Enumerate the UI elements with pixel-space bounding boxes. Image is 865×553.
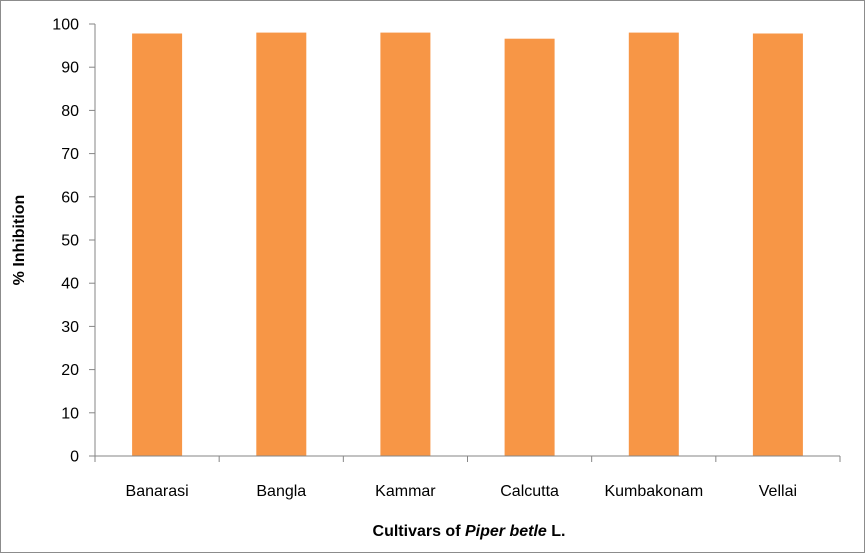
y-tick-label: 70 <box>61 146 79 163</box>
y-tick-label: 90 <box>61 60 79 77</box>
y-tick-label: 20 <box>61 362 79 379</box>
y-tick-label: 30 <box>61 319 79 336</box>
x-axis-title-prefix: Cultivars of <box>373 523 465 540</box>
x-tick-label: Calcutta <box>500 483 559 500</box>
x-tick-label: Bangla <box>256 483 306 500</box>
x-tick-label: Kammar <box>375 483 436 500</box>
bars-group <box>132 32 803 456</box>
x-tick-label: Vellai <box>759 483 797 500</box>
x-axis-title-italic: Piper betle <box>465 523 547 540</box>
bar-calcutta <box>504 38 555 456</box>
y-tick-label: 10 <box>61 405 79 422</box>
x-axis-title: Cultivars of Piper betle L. <box>373 523 566 540</box>
x-tick-label: Banarasi <box>126 483 189 500</box>
x-tick-label: Kumbakonam <box>604 483 703 500</box>
x-ticks-group: Banarasi Bangla Kammar Calcutta Kumbakonam Ve… <box>94 456 841 500</box>
y-tick-label: 50 <box>61 233 79 250</box>
bar-kammar <box>380 32 431 456</box>
y-tick-label: 60 <box>61 189 79 206</box>
bar-kumbakonam <box>628 32 679 456</box>
bar-vellai <box>752 33 803 456</box>
y-tick-label: 100 <box>52 17 79 34</box>
y-tick-label: 80 <box>61 103 79 120</box>
axes-group <box>94 24 840 457</box>
bar-banarasi <box>132 33 183 456</box>
y-ticks-group: 0 10 20 30 40 50 60 70 80 90 100 <box>52 17 95 466</box>
y-tick-label: 40 <box>61 276 79 293</box>
bar-bangla <box>256 32 307 456</box>
x-axis-title-suffix: L. <box>547 523 566 540</box>
y-axis-title: % Inhibition <box>11 195 28 286</box>
y-tick-label: 0 <box>70 449 79 466</box>
